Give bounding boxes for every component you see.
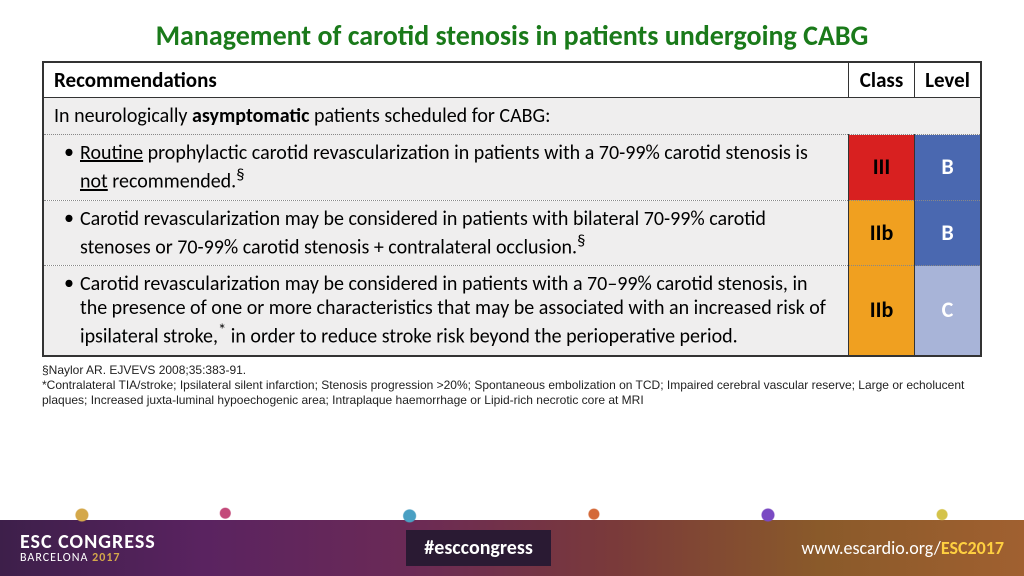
table-row: Carotid revascularization may be conside…: [44, 200, 981, 266]
class-cell: III: [849, 135, 915, 201]
level-cell: C: [915, 266, 981, 356]
level-cell: B: [915, 135, 981, 201]
col-recommendations: Recommendations: [44, 63, 849, 98]
table-row: Routine prophylactic carotid revasculari…: [44, 135, 981, 201]
col-level: Level: [915, 63, 981, 98]
table-header-row: Recommendations Class Level: [44, 63, 981, 98]
recommendations-table: Recommendations Class Level In neurologi…: [42, 61, 982, 357]
table-row: Carotid revascularization may be conside…: [44, 266, 981, 356]
footnote-line: §Naylor AR. EJVEVS 2008;35:383-91.: [42, 363, 982, 378]
footnote-line: *Contralateral TIA/stroke; Ipsilateral s…: [42, 378, 982, 408]
footer-url: www.escardio.org/ESC2017: [801, 537, 1004, 559]
recommendation-text: Routine prophylactic carotid revasculari…: [44, 135, 849, 201]
footer-hashtag: #esccongress: [406, 530, 551, 566]
footnotes: §Naylor AR. EJVEVS 2008;35:383-91.*Contr…: [42, 363, 982, 408]
footer-congress-logo: ESC CONGRESS BARCELONA 2017: [20, 532, 156, 564]
level-cell: B: [915, 200, 981, 266]
recommendation-text: Carotid revascularization may be conside…: [44, 200, 849, 266]
page-title: Management of carotid stenosis in patien…: [0, 0, 1024, 61]
recommendation-text: Carotid revascularization may be conside…: [44, 266, 849, 356]
footer-banner: ESC CONGRESS BARCELONA 2017 #esccongress…: [0, 520, 1024, 576]
col-class: Class: [849, 63, 915, 98]
class-cell: IIb: [849, 200, 915, 266]
section-header-row: In neurologically asymptomatic patients …: [44, 98, 981, 135]
class-cell: IIb: [849, 266, 915, 356]
